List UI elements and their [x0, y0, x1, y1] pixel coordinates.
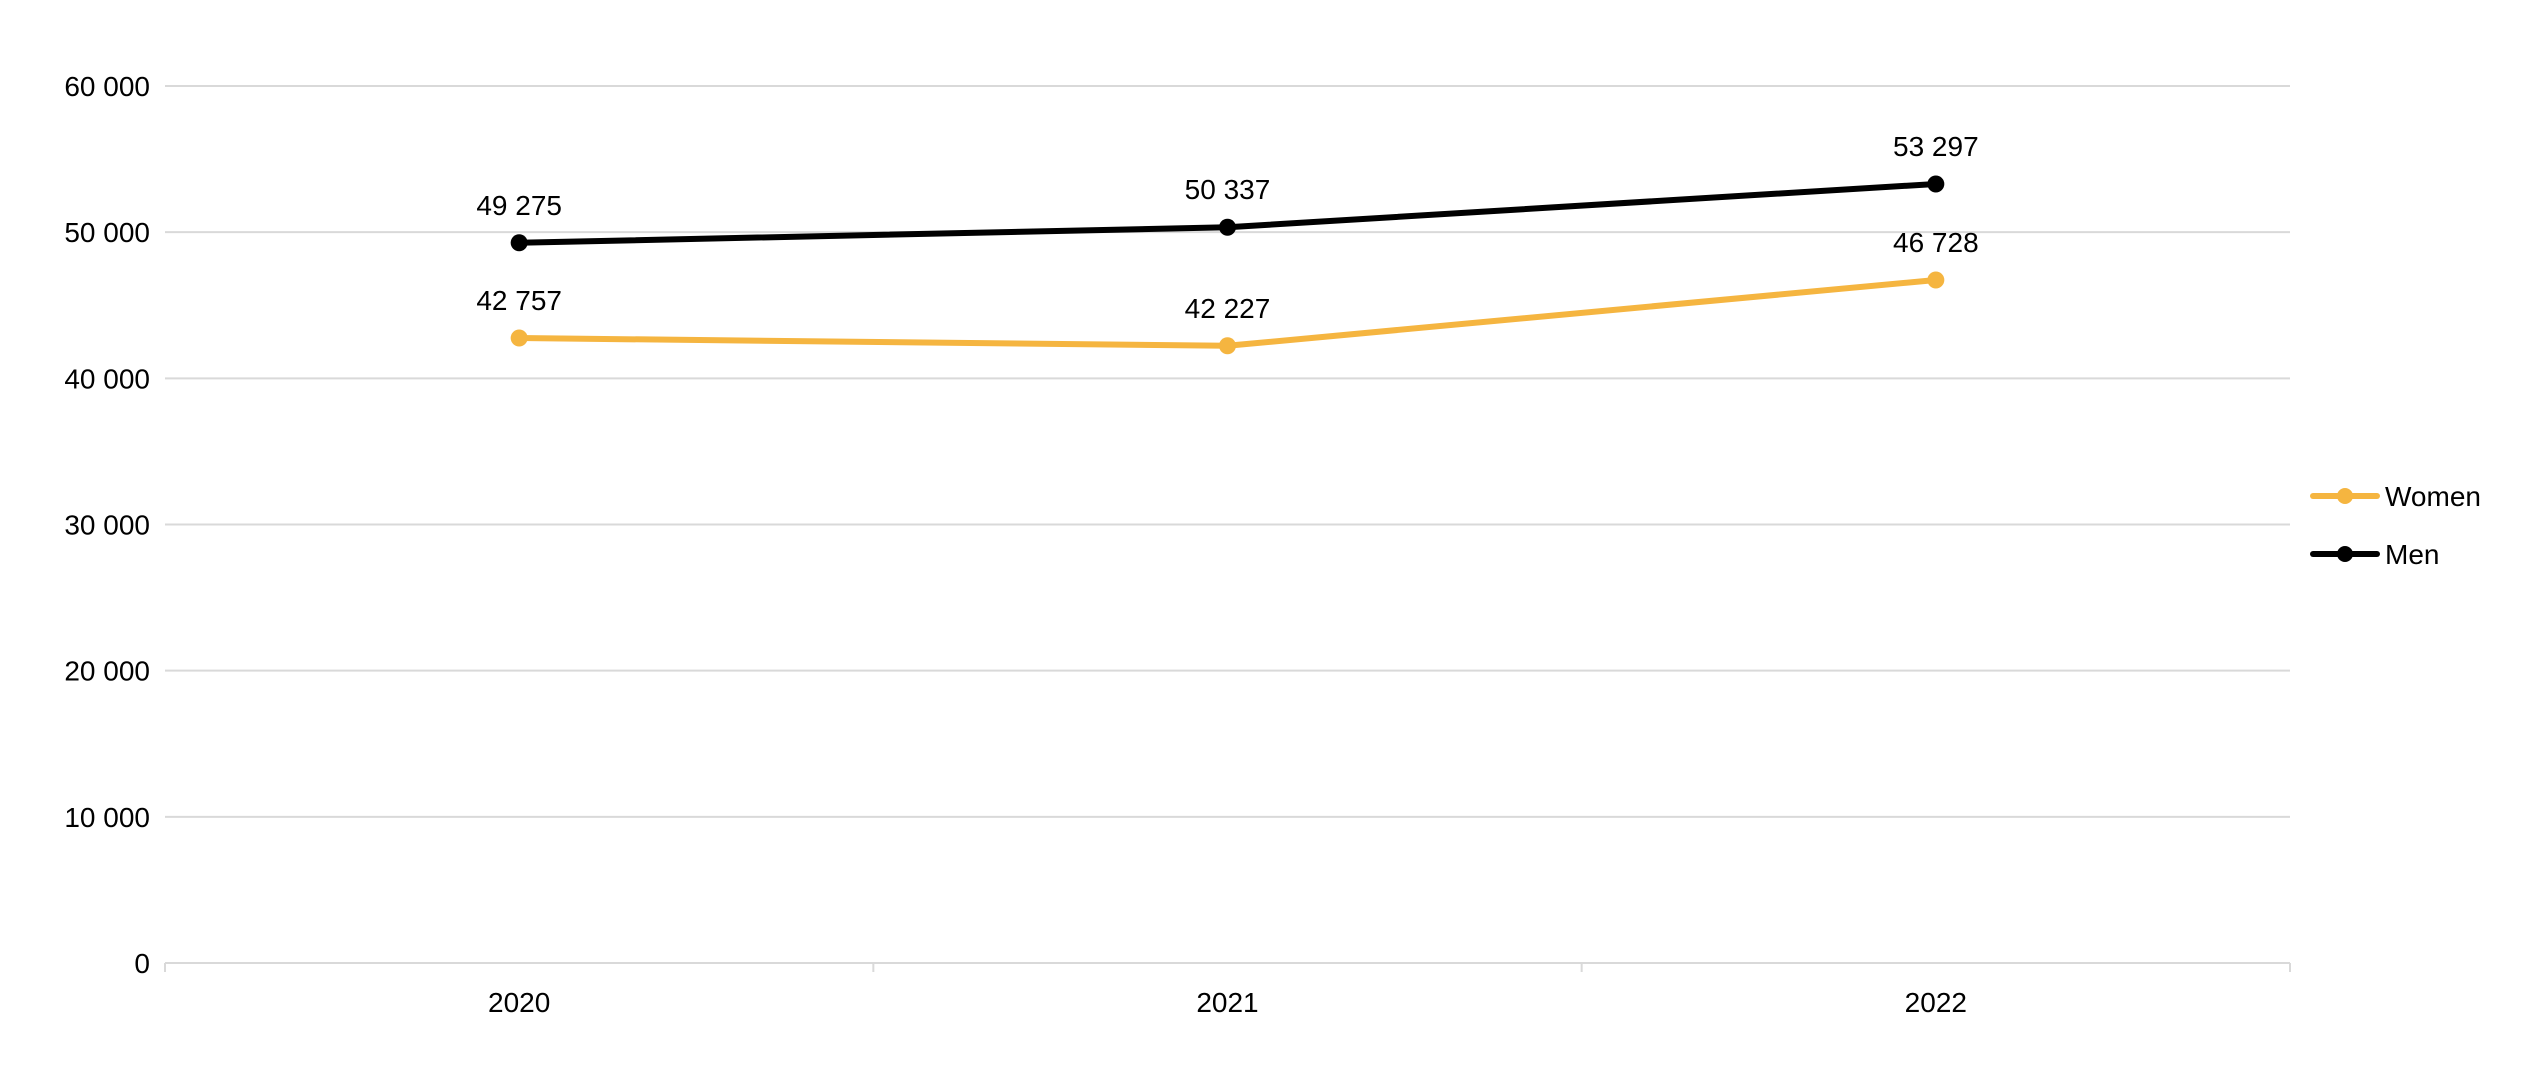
y-axis-tick-label: 40 000 [64, 363, 150, 394]
series-point-women-2020 [510, 329, 528, 347]
legend-label-women: Women [2385, 481, 2481, 512]
x-axis-tick-label: 2020 [488, 987, 550, 1018]
data-label-men-2022: 53 297 [1893, 131, 1979, 162]
series-point-men-2020 [510, 234, 528, 252]
y-axis-tick-label: 30 000 [64, 510, 150, 541]
data-label-women-2022: 46 728 [1893, 227, 1979, 258]
data-label-men-2021: 50 337 [1185, 174, 1271, 205]
data-label-men-2020: 49 275 [476, 190, 562, 221]
legend-marker-dot-men [2337, 546, 2353, 562]
series-point-women-2022 [1927, 271, 1945, 289]
y-axis-tick-label: 20 000 [64, 656, 150, 687]
legend-label-men: Men [2385, 539, 2439, 570]
legend-marker-dot-women [2337, 488, 2353, 504]
series-point-men-2022 [1927, 175, 1945, 193]
y-axis-tick-label: 10 000 [64, 802, 150, 833]
data-label-women-2020: 42 757 [476, 285, 562, 316]
y-axis-tick-label: 60 000 [64, 71, 150, 102]
series-point-men-2021 [1219, 218, 1236, 236]
x-axis-tick-label: 2021 [1196, 987, 1258, 1018]
x-axis-tick-label: 2022 [1905, 987, 1967, 1018]
y-axis-tick-label: 0 [134, 948, 150, 979]
y-axis-tick-label: 50 000 [64, 217, 150, 248]
data-label-women-2021: 42 227 [1185, 293, 1271, 324]
series-point-women-2021 [1219, 337, 1236, 355]
